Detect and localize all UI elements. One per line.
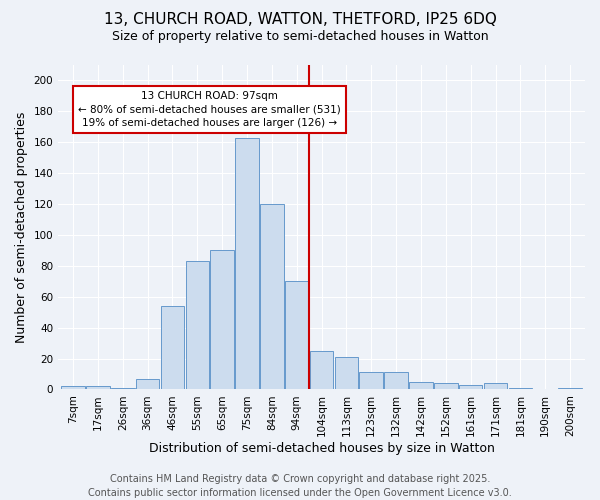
X-axis label: Distribution of semi-detached houses by size in Watton: Distribution of semi-detached houses by …: [149, 442, 494, 455]
Bar: [484, 384, 508, 390]
Bar: [61, 386, 85, 390]
Bar: [285, 282, 308, 390]
Bar: [185, 261, 209, 390]
Bar: [459, 385, 482, 390]
Text: Size of property relative to semi-detached houses in Watton: Size of property relative to semi-detach…: [112, 30, 488, 43]
Bar: [211, 250, 234, 390]
Bar: [111, 388, 134, 390]
Bar: [235, 138, 259, 390]
Bar: [434, 384, 458, 390]
Bar: [310, 351, 334, 390]
Bar: [409, 382, 433, 390]
Bar: [161, 306, 184, 390]
Bar: [86, 386, 110, 390]
Bar: [385, 372, 408, 390]
Text: 13 CHURCH ROAD: 97sqm
← 80% of semi-detached houses are smaller (531)
19% of sem: 13 CHURCH ROAD: 97sqm ← 80% of semi-deta…: [79, 92, 341, 128]
Bar: [359, 372, 383, 390]
Bar: [136, 378, 160, 390]
Bar: [335, 357, 358, 390]
Bar: [509, 388, 532, 390]
Bar: [558, 388, 582, 390]
Bar: [260, 204, 284, 390]
Text: Contains HM Land Registry data © Crown copyright and database right 2025.
Contai: Contains HM Land Registry data © Crown c…: [88, 474, 512, 498]
Y-axis label: Number of semi-detached properties: Number of semi-detached properties: [15, 112, 28, 343]
Text: 13, CHURCH ROAD, WATTON, THETFORD, IP25 6DQ: 13, CHURCH ROAD, WATTON, THETFORD, IP25 …: [104, 12, 496, 28]
